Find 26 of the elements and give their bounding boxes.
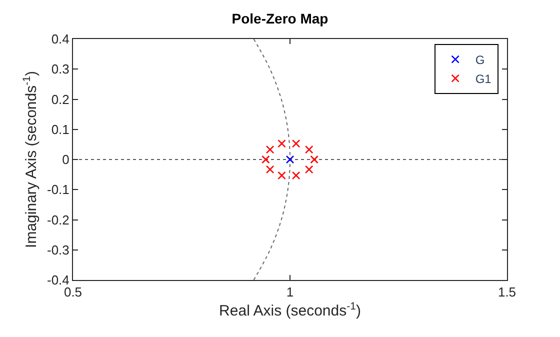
y-tick-label: 0.1 — [51, 122, 70, 137]
point — [292, 171, 300, 180]
x-axis-title: Real Axis (seconds$^{-1}$) — [219, 300, 361, 320]
point — [262, 155, 270, 164]
point — [286, 155, 294, 164]
legend-label: G — [475, 53, 485, 67]
point — [304, 165, 314, 174]
point — [278, 171, 286, 180]
line-series — [253, 39, 290, 280]
x-tick-label: 1 — [286, 284, 294, 300]
point — [292, 139, 300, 148]
y-tick-label: -0.3 — [46, 242, 70, 258]
point — [278, 139, 286, 148]
y-tick-label: 0 — [62, 152, 70, 168]
y-tick-label: 0.2 — [51, 92, 70, 107]
y-tick-label: 0.4 — [51, 32, 70, 47]
y-tick-label: -0.1 — [46, 182, 70, 198]
y-tick-label: -0.2 — [46, 212, 70, 228]
point — [304, 145, 314, 154]
legend-label: G1 — [475, 72, 492, 86]
point — [310, 155, 318, 164]
point — [266, 145, 274, 154]
point — [266, 165, 274, 174]
x-tick-label: 1.5 — [498, 284, 516, 300]
y-tick-label: 0.3 — [51, 62, 70, 77]
chart-title: Pole-Zero Map — [232, 10, 328, 26]
